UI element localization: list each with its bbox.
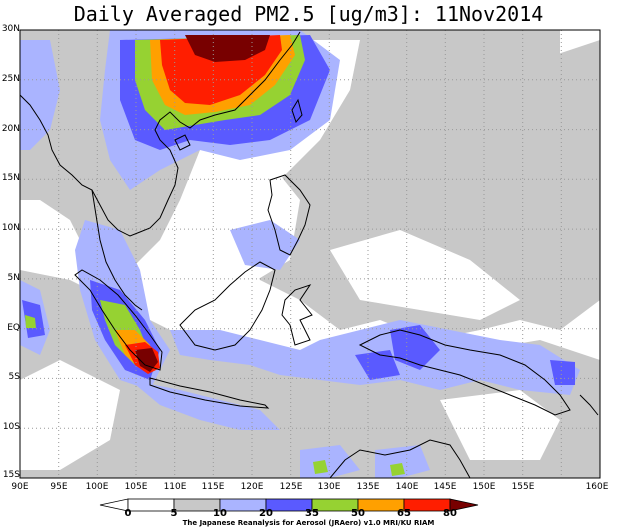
x-tick-label: 155E <box>511 482 535 492</box>
coast-sulawesi <box>281 284 313 346</box>
x-tick-label: 110E <box>163 482 187 492</box>
colorbar-label: 0 <box>124 508 132 519</box>
y-tick-label: 15N <box>1 173 20 183</box>
coast-australia <box>329 439 471 478</box>
coast-islands-east <box>579 394 599 416</box>
lightblue-region-9 <box>230 220 300 270</box>
lightblue-region-6 <box>130 380 280 430</box>
coast-philippines <box>267 174 311 256</box>
y-tick-label: 10N <box>1 223 20 233</box>
coastlines <box>20 31 599 478</box>
x-tick-label: 150E <box>472 482 496 492</box>
y-tick-label: 5S <box>8 372 20 382</box>
colorbar-label: 5 <box>170 508 178 519</box>
green-region-4 <box>313 460 328 474</box>
y-tick-label: 10S <box>2 422 20 432</box>
colorbar <box>99 498 479 512</box>
coast-borneo <box>179 261 276 351</box>
y-tick-label: 30N <box>1 24 20 34</box>
coast-sumatra <box>74 269 163 371</box>
x-tick-label: 115E <box>201 482 225 492</box>
colorbar-label: 20 <box>259 508 273 519</box>
green-region-5 <box>390 463 405 476</box>
x-tick-label: 90E <box>11 482 29 492</box>
colorbar-label: 80 <box>443 508 457 519</box>
coast-malay-peninsula <box>91 189 143 311</box>
x-tick-label: 95E <box>50 482 68 492</box>
y-tick-label: EQ <box>7 323 20 333</box>
x-tick-label: 120E <box>240 482 264 492</box>
gray-region-east <box>430 110 500 210</box>
coast-mainland-asia <box>20 31 301 237</box>
x-tick-label: 135E <box>356 482 380 492</box>
y-tick-label: 25N <box>1 74 20 84</box>
x-tick-label: 100E <box>85 482 109 492</box>
lightblue-region-8 <box>375 445 430 478</box>
concentration-field <box>20 30 600 478</box>
colorbar-label: 65 <box>397 508 411 519</box>
coast-hainan <box>174 134 191 151</box>
x-tick-label: 130E <box>317 482 341 492</box>
credit-text: The Japanese Reanalysis for Aerosol (JRA… <box>182 519 435 527</box>
y-tick-label: 15S <box>2 470 20 480</box>
coast-java <box>149 377 270 409</box>
x-tick-label: 160E <box>585 482 609 492</box>
y-tick-label: 20N <box>1 124 20 134</box>
x-tick-label: 145E <box>433 482 457 492</box>
green-region-3 <box>25 315 36 328</box>
plot-frame <box>19 29 601 479</box>
clean-air-region-4 <box>440 390 560 460</box>
map-title: Daily Averaged PM2.5 [ug/m3]: 11Nov2014 <box>73 2 544 26</box>
blue-region-4 <box>355 350 400 380</box>
clean-air-region-2 <box>330 230 520 320</box>
coast-taiwan <box>291 98 303 123</box>
x-tick-label: 125E <box>279 482 303 492</box>
darkred-region <box>185 35 270 62</box>
colorbar-label: 35 <box>305 508 319 519</box>
x-tick-label: 140E <box>395 482 419 492</box>
clean-air-region-3 <box>20 360 120 470</box>
coast-new-guinea <box>358 329 571 416</box>
darkred-region-2 <box>135 348 158 372</box>
lightblue-region <box>20 40 60 150</box>
colorbar-label: 10 <box>213 508 227 519</box>
x-tick-label: 105E <box>124 482 148 492</box>
y-tick-label: 5N <box>7 273 20 283</box>
colorbar-label: 50 <box>351 508 365 519</box>
